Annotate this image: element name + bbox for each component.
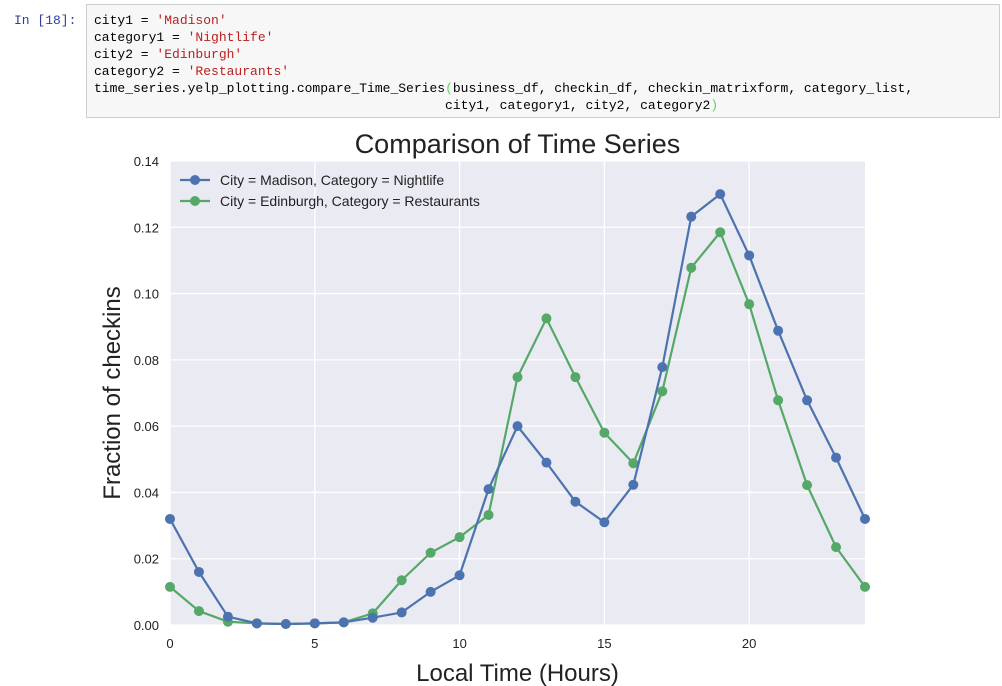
data-point xyxy=(773,325,784,336)
data-point xyxy=(802,480,813,491)
code-line2-var: category1 = xyxy=(94,30,188,45)
legend: City = Madison, Category = Nightlife City… xyxy=(180,172,480,209)
grid-lines xyxy=(169,160,865,626)
code-line3-string: 'Edinburgh' xyxy=(156,47,243,62)
x-tick-label: 5 xyxy=(311,636,318,651)
data-point xyxy=(541,457,552,468)
data-point xyxy=(860,513,870,524)
x-tick-label: 20 xyxy=(742,636,756,651)
data-point xyxy=(628,458,639,469)
data-point xyxy=(715,227,726,238)
data-point xyxy=(309,618,320,629)
x-tick-label: 0 xyxy=(166,636,173,651)
data-point xyxy=(483,509,494,520)
legend-label: City = Madison, Category = Nightlife xyxy=(220,172,444,188)
data-point xyxy=(396,607,407,618)
plot-area xyxy=(170,161,865,625)
y-tick-label: 0.04 xyxy=(134,485,159,500)
data-point xyxy=(425,586,436,597)
time-series-chart: 0.00 0.02 0.04 0.06 0.08 0.10 0.12 0.14 0 5 10 15 2… xyxy=(99,129,870,686)
legend-marker xyxy=(190,175,200,185)
x-tick-label: 10 xyxy=(452,636,466,651)
data-point xyxy=(715,189,726,200)
code-line5-func: time_series.yelp_plotting.compare_Time_S… xyxy=(94,81,446,96)
y-tick-label: 0.00 xyxy=(134,618,159,633)
y-tick-label: 0.06 xyxy=(134,419,159,434)
code-line1-var: city1 = xyxy=(94,13,157,28)
data-point xyxy=(686,211,697,222)
y-tick-label: 0.12 xyxy=(134,220,159,235)
code-line4-string: 'Restaurants' xyxy=(187,64,290,79)
data-point xyxy=(773,395,784,406)
data-point xyxy=(512,372,523,383)
data-point xyxy=(222,611,233,622)
data-point xyxy=(570,496,581,507)
data-point xyxy=(657,386,668,397)
data-point xyxy=(165,513,175,524)
data-point xyxy=(744,250,755,261)
data-point xyxy=(483,484,494,495)
code-line5-args: business_df, checkin_df, checkin_matrixf… xyxy=(452,81,914,96)
x-axis-ticks: 0 5 10 15 20 xyxy=(166,636,756,651)
legend-marker xyxy=(190,196,200,206)
data-point xyxy=(744,299,755,310)
code-cell-input[interactable]: city1 = 'Madison' category1 = 'Nightlife… xyxy=(86,4,1000,118)
data-point xyxy=(686,262,697,273)
data-point xyxy=(193,566,204,577)
data-point xyxy=(396,575,407,586)
code-line4-var: category2 = xyxy=(94,64,188,79)
y-axis-label: Fraction of checkins xyxy=(99,286,126,499)
data-point xyxy=(599,517,610,528)
chart-title: Comparison of Time Series xyxy=(355,129,681,159)
code-line1-string: 'Madison' xyxy=(156,13,227,28)
data-point xyxy=(251,618,262,629)
code-line3-var: city2 = xyxy=(94,47,157,62)
data-point xyxy=(628,479,639,490)
data-point xyxy=(338,617,349,628)
y-axis-ticks: 0.00 0.02 0.04 0.06 0.08 0.10 0.12 0.14 xyxy=(134,154,159,633)
data-point xyxy=(860,581,870,592)
legend-label: City = Edinburgh, Category = Restaurants xyxy=(220,193,480,209)
series-group xyxy=(165,189,870,630)
data-point xyxy=(280,619,291,630)
x-tick-label: 15 xyxy=(597,636,611,651)
code-text[interactable]: city1 = 'Madison' category1 = 'Nightlife… xyxy=(94,12,913,114)
data-point xyxy=(831,542,842,553)
data-point xyxy=(367,612,378,623)
data-point xyxy=(425,547,436,558)
code-line2-string: 'Nightlife' xyxy=(187,30,274,45)
data-point xyxy=(541,313,552,324)
y-tick-label: 0.08 xyxy=(134,353,159,368)
data-point xyxy=(454,532,465,543)
code-line6-args: city1, category1, city2, category2 xyxy=(94,98,711,113)
y-tick-label: 0.02 xyxy=(134,552,159,567)
x-axis-label: Local Time (Hours) xyxy=(416,660,619,686)
data-point xyxy=(512,421,523,432)
data-point xyxy=(165,581,175,592)
cell-prompt: In [18]: xyxy=(14,13,77,28)
data-point xyxy=(831,452,842,463)
data-point xyxy=(193,606,204,617)
data-point xyxy=(802,395,813,406)
data-point xyxy=(657,362,668,373)
series-1 xyxy=(165,189,870,630)
y-tick-label: 0.10 xyxy=(134,287,159,302)
data-point xyxy=(570,372,581,383)
data-point xyxy=(599,427,610,438)
code-open-paren: ( xyxy=(445,81,453,96)
data-point xyxy=(454,570,465,581)
code-close-paren: ) xyxy=(710,98,719,113)
y-tick-label: 0.14 xyxy=(134,154,159,169)
